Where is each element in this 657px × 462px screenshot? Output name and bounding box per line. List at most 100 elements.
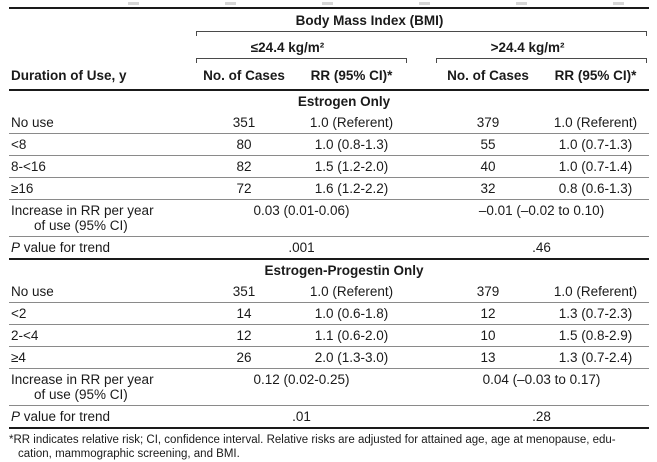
- cases-cell: 379: [434, 112, 542, 134]
- bmi-spanner-title: Body Mass Index (BMI): [295, 13, 444, 28]
- bmi-bracket-rule: [196, 31, 648, 36]
- increase-rr-row: Increase in RR per year of use (95% CI) …: [9, 199, 650, 237]
- cases-cell: 12: [194, 324, 294, 347]
- column-gap: [409, 133, 434, 156]
- row-label: 8-<16: [9, 155, 194, 178]
- rr-cell: 1.3 (0.7-2.3): [542, 302, 650, 325]
- column-gap: [409, 177, 434, 200]
- table-row: 2-<4 12 1.1 (0.6-2.0) 10 1.5 (0.8-2.9): [9, 324, 650, 347]
- table-row: 8-<16 82 1.5 (1.2-2.0) 40 1.0 (0.7-1.4): [9, 155, 650, 178]
- group-header-low-bmi: ≤24.4 kg/m²: [250, 40, 325, 55]
- duration-of-use-label: Duration of Use, y: [11, 68, 127, 83]
- column-gap: [409, 368, 434, 406]
- column-gap: [409, 324, 434, 347]
- cropped-text-artifact: [42, 2, 643, 5]
- increase-value-high: –0.01 (–0.02 to 0.10): [434, 199, 650, 237]
- column-gap: [409, 236, 434, 260]
- increase-label-line1: Increase in RR per year: [11, 203, 154, 218]
- group-header-row: ≤24.4 kg/m² >24.4 kg/m²: [9, 36, 649, 58]
- p-value-low: .01: [194, 405, 409, 429]
- p-value-row: P value for trend .001 .46: [9, 236, 650, 260]
- col-header-cases-high: No. of Cases: [434, 63, 542, 91]
- section-estrogen-only: Estrogen Only No use 351 1.0 (Referent) …: [9, 90, 650, 260]
- spanner-row: Duration of Use, y Body Mass Index (BMI): [9, 8, 649, 91]
- footnote-line2: cation, mammographic screening, and BMI.: [18, 448, 240, 460]
- p-label-rest: value for trend: [20, 409, 111, 424]
- duration-of-use-header: Duration of Use, y: [9, 8, 194, 91]
- rr-cell: 1.0 (0.7-1.3): [542, 133, 650, 156]
- section-estrogen-progestin-only: Estrogen-Progestin Only No use 351 1.0 (…: [9, 259, 650, 429]
- rr-cell: 1.5 (1.2-2.0): [294, 155, 409, 178]
- group-header-high-bmi: >24.4 kg/m²: [490, 40, 565, 55]
- p-italic: P: [11, 409, 21, 424]
- table-row: No use 351 1.0 (Referent) 379 1.0 (Refer…: [9, 281, 650, 303]
- cases-cell: 55: [434, 133, 542, 156]
- increase-value-high: 0.04 (–0.03 to 0.17): [434, 368, 650, 406]
- table-row: ≥16 72 1.6 (1.2-2.2) 32 0.8 (0.6-1.3): [9, 177, 650, 200]
- row-label: ≥16: [9, 177, 194, 200]
- row-label: 2-<4: [9, 324, 194, 347]
- rr-cell: 1.1 (0.6-2.0): [294, 324, 409, 347]
- col-header-rr-high: RR (95% CI)*: [542, 63, 650, 91]
- high-bmi-bracket-rule: [436, 58, 648, 63]
- p-label-rest: value for trend: [20, 240, 111, 255]
- p-value-low: .001: [194, 236, 409, 260]
- increase-label-line1: Increase in RR per year: [11, 372, 154, 387]
- row-label: No use: [9, 112, 194, 134]
- rr-cell: 1.0 (Referent): [294, 281, 409, 303]
- table-row: No use 351 1.0 (Referent) 379 1.0 (Refer…: [9, 112, 650, 134]
- rr-cell: 2.0 (1.3-3.0): [294, 346, 409, 369]
- cases-cell: 40: [434, 155, 542, 178]
- bmi-duration-table: Duration of Use, y Body Mass Index (BMI)…: [9, 7, 650, 429]
- row-label: No use: [9, 281, 194, 303]
- increase-value-low: 0.03 (0.01-0.06): [194, 199, 409, 237]
- column-gap: [409, 302, 434, 325]
- cases-cell: 14: [194, 302, 294, 325]
- rr-cell: 1.0 (0.8-1.3): [294, 133, 409, 156]
- column-gap: [409, 405, 434, 429]
- increase-rr-row: Increase in RR per year of use (95% CI) …: [9, 368, 650, 406]
- cases-cell: 82: [194, 155, 294, 178]
- column-gap: [409, 346, 434, 369]
- column-gap: [409, 112, 434, 134]
- row-label: Increase in RR per year of use (95% CI): [9, 368, 194, 406]
- section-title: Estrogen Only: [297, 94, 391, 109]
- row-label: <2: [9, 302, 194, 325]
- column-gap: [409, 281, 434, 303]
- rr-cell: 1.3 (0.7-2.4): [542, 346, 650, 369]
- table-row: <2 14 1.0 (0.6-1.8) 12 1.3 (0.7-2.3): [9, 302, 650, 325]
- rr-cell: 1.6 (1.2-2.2): [294, 177, 409, 200]
- cases-cell: 13: [434, 346, 542, 369]
- footnote-line1: *RR indicates relative risk; CI, confide…: [9, 434, 616, 446]
- increase-label-line2: of use (95% CI): [34, 218, 128, 233]
- footnote: *RR indicates relative risk; CI, confide…: [9, 433, 655, 461]
- p-value-high: .46: [434, 236, 650, 260]
- rr-cell: 1.0 (Referent): [294, 112, 409, 134]
- rr-cell: 0.8 (0.6-1.3): [542, 177, 650, 200]
- table-row: <8 80 1.0 (0.8-1.3) 55 1.0 (0.7-1.3): [9, 133, 650, 156]
- section-title: Estrogen-Progestin Only: [264, 263, 424, 278]
- column-header-row: No. of Cases RR (95% CI)* No. of Cases R…: [9, 63, 650, 91]
- table-header: Duration of Use, y Body Mass Index (BMI)…: [9, 8, 650, 91]
- row-label: P value for trend: [9, 405, 194, 429]
- cases-cell: 26: [194, 346, 294, 369]
- p-value-high: .28: [434, 405, 650, 429]
- row-label: Increase in RR per year of use (95% CI): [9, 199, 194, 237]
- low-bmi-bracket-rule: [196, 58, 407, 63]
- row-label: <8: [9, 133, 194, 156]
- cases-cell: 80: [194, 133, 294, 156]
- cases-cell: 351: [194, 112, 294, 134]
- p-italic: P: [11, 240, 21, 255]
- col-header-cases-low: No. of Cases: [194, 63, 294, 91]
- section-title-row: Estrogen Only: [9, 90, 649, 112]
- table-row: ≥4 26 2.0 (1.3-3.0) 13 1.3 (0.7-2.4): [9, 346, 650, 369]
- rr-cell: 1.5 (0.8-2.9): [542, 324, 650, 347]
- cases-cell: 379: [434, 281, 542, 303]
- section-title-row: Estrogen-Progestin Only: [9, 259, 649, 281]
- rr-cell: 1.0 (0.7-1.4): [542, 155, 650, 178]
- spanner-bracket-row: [9, 31, 649, 36]
- increase-label-line2: of use (95% CI): [34, 387, 128, 402]
- cases-cell: 12: [434, 302, 542, 325]
- column-gap: [409, 199, 434, 237]
